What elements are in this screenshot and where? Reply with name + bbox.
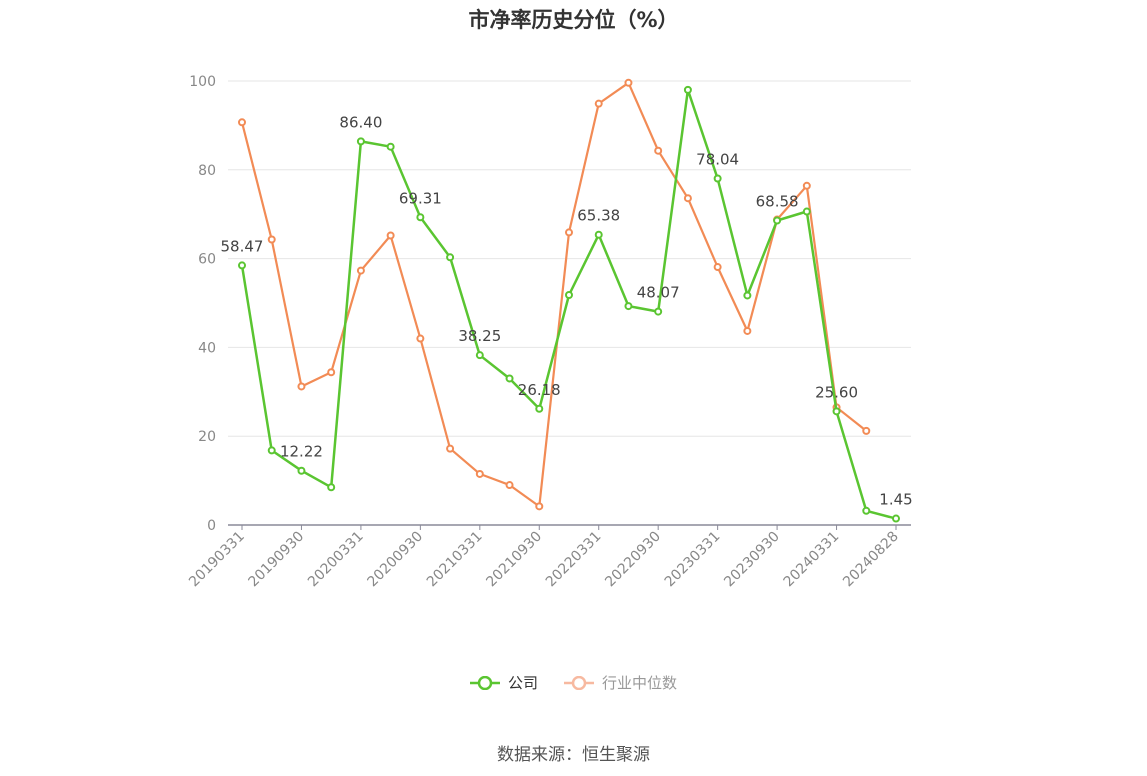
data-label: 69.31 — [399, 189, 442, 207]
y-tick-label: 80 — [198, 163, 216, 179]
data-label: 65.38 — [577, 207, 620, 225]
series-industry-point — [446, 444, 455, 453]
data-label: 48.07 — [637, 284, 680, 302]
series-company-point — [832, 407, 841, 416]
x-tick-label: 20240828 — [840, 529, 902, 591]
series-company-point — [773, 216, 782, 225]
series-company-point — [683, 85, 692, 94]
series-company-point — [297, 466, 306, 475]
legend-item-industry[interactable]: 行业中位数 — [564, 672, 677, 693]
series-company-point — [565, 291, 573, 300]
series-industry-point — [713, 263, 722, 272]
y-tick-label: 60 — [198, 252, 216, 268]
x-tick-label: 20190930 — [246, 529, 308, 591]
line-circle-icon — [469, 675, 500, 690]
legend-label-company: 公司 — [507, 674, 538, 692]
series-company-point — [594, 230, 603, 239]
series-lines — [238, 78, 900, 523]
series-company-point — [654, 307, 663, 316]
data-label: 68.58 — [756, 193, 799, 211]
data-label: 86.40 — [339, 113, 382, 131]
series-company-point — [475, 351, 484, 360]
data-label: 1.45 — [879, 491, 912, 509]
x-tick-label: 20240331 — [781, 529, 843, 591]
line-circle-icon — [564, 675, 594, 690]
x-tick-label: 20230331 — [662, 529, 724, 591]
series-industry-point — [624, 78, 633, 87]
x-tick-label: 20210331 — [424, 529, 486, 591]
series-company-point — [267, 446, 276, 455]
legend-item-company[interactable]: 公司 — [469, 672, 538, 693]
series-industry-point — [356, 266, 365, 275]
series-company-point — [624, 302, 633, 311]
data-label: 25.60 — [815, 383, 858, 401]
series-company-point — [892, 514, 900, 523]
series-company-point — [327, 483, 336, 492]
y-tick-label: 0 — [207, 518, 216, 534]
data-label: 58.47 — [221, 237, 264, 255]
series-industry-point — [535, 502, 544, 511]
series-company — [238, 85, 900, 523]
x-tick-label: 20220930 — [602, 529, 664, 591]
x-tick-label: 20210930 — [483, 529, 545, 591]
data-label: 78.04 — [696, 151, 739, 169]
series-company-point — [713, 174, 722, 183]
x-tick-label: 20230930 — [721, 529, 783, 591]
series-company-line — [240, 88, 897, 520]
chart-title: 市净率历史分位（%） — [468, 8, 679, 32]
data-labels: 58.47 12.22 86.40 69.31 38.25 26.18 65.38 48.07… — [221, 113, 913, 508]
data-label: 12.22 — [280, 443, 323, 461]
series-company-point — [446, 253, 455, 262]
series-company-point — [386, 142, 395, 151]
series-industry — [238, 78, 871, 511]
x-tick-label: 20200930 — [364, 529, 426, 591]
legend-label-industry: 行业中位数 — [602, 674, 678, 692]
series-industry-point — [683, 194, 692, 203]
source-note: 数据来源：恒生聚源 — [497, 745, 650, 765]
series-industry-point — [862, 426, 871, 435]
line-chart: 0 20 40 60 80 100 2019033120190930202003312020… — [186, 74, 913, 590]
series-company-point — [416, 213, 425, 222]
series-industry-point — [327, 368, 336, 377]
series-company-point — [505, 374, 514, 383]
x-tick-label: 20220331 — [543, 529, 605, 591]
y-tick-label: 100 — [189, 74, 216, 90]
data-label: 38.25 — [458, 327, 501, 345]
series-company-point — [862, 506, 871, 515]
series-company-point — [356, 137, 365, 146]
series-industry-point — [594, 99, 603, 108]
series-industry-point — [505, 481, 514, 490]
series-company-point — [802, 207, 811, 216]
x-tick-label: 20190331 — [186, 529, 248, 591]
series-industry-point — [267, 235, 276, 244]
series-industry-point — [416, 334, 425, 343]
series-company-point — [238, 261, 246, 270]
series-industry-point — [654, 146, 663, 155]
y-tick-label: 40 — [198, 340, 216, 356]
series-industry-point — [386, 231, 395, 240]
series-industry-point — [743, 326, 752, 335]
data-label: 26.18 — [518, 381, 561, 399]
legend: 公司 行业中位数 — [0, 672, 1147, 693]
series-industry-point — [802, 181, 811, 190]
grid-lines — [228, 80, 911, 437]
axes: 0 20 40 60 80 100 2019033120190930202003312020… — [186, 74, 911, 590]
series-industry-point — [475, 469, 484, 478]
y-tick-label: 20 — [198, 429, 216, 445]
series-company-point — [743, 291, 752, 300]
x-tick-label: 20200331 — [305, 529, 367, 591]
series-company-point — [535, 404, 544, 413]
series-industry-point — [565, 228, 573, 237]
series-industry-point — [238, 118, 246, 127]
series-industry-point — [297, 382, 306, 391]
